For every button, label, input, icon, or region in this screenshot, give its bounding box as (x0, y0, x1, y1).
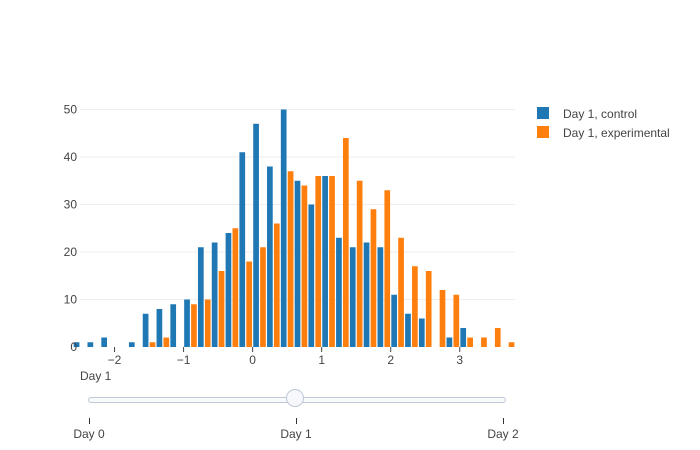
y-tick-label: 30 (64, 198, 78, 212)
legend-swatch[interactable] (537, 126, 549, 138)
x-tick-label: −1 (177, 353, 191, 367)
slider-step-day-2[interactable]: Day 2 (487, 427, 519, 441)
bar-experimental[interactable] (149, 342, 156, 347)
x-tick-label: −2 (108, 353, 122, 367)
bar-experimental[interactable] (232, 228, 239, 347)
bar-experimental[interactable] (315, 176, 322, 347)
bar-control[interactable] (101, 337, 108, 348)
slider-step-day-0[interactable]: Day 0 (73, 427, 105, 441)
bar-control[interactable] (308, 204, 315, 348)
bar-experimental[interactable] (273, 223, 280, 348)
axis-layer: 0 10 20 30 40 50 −2 −1 0 1 2 3 (64, 103, 464, 368)
legend-swatch[interactable] (537, 107, 549, 119)
legend-label[interactable]: Day 1, experimental (563, 126, 670, 140)
bar-control[interactable] (211, 242, 218, 348)
bar-control[interactable] (267, 166, 273, 348)
bars-layer (73, 109, 515, 348)
bar-control[interactable] (239, 152, 246, 347)
bar-experimental[interactable] (260, 247, 266, 347)
bar-experimental[interactable] (439, 290, 446, 347)
bar-control[interactable] (336, 237, 342, 347)
bar-control[interactable] (391, 294, 398, 347)
bar-control[interactable] (197, 247, 204, 347)
bar-experimental[interactable] (453, 294, 460, 347)
slider-tick-2 (503, 418, 504, 424)
bar-experimental[interactable] (329, 176, 335, 347)
slider-step-day-1[interactable]: Day 1 (280, 427, 312, 441)
bar-control[interactable] (128, 342, 135, 347)
y-tick-label: 10 (64, 293, 78, 307)
bar-experimental[interactable] (481, 337, 487, 348)
bar-control[interactable] (170, 304, 177, 347)
bar-control[interactable] (142, 313, 149, 347)
bar-control[interactable] (349, 247, 356, 347)
y-tick-label: 40 (64, 150, 78, 164)
slider-tick-0 (89, 418, 90, 424)
bar-control[interactable] (87, 342, 94, 347)
bar-control[interactable] (280, 109, 287, 348)
bar-experimental[interactable] (494, 328, 501, 347)
x-tick-label: 0 (249, 353, 256, 367)
bar-control[interactable] (377, 247, 384, 347)
x-tick-label: 1 (318, 353, 325, 367)
bar-experimental[interactable] (204, 299, 211, 348)
bar-experimental[interactable] (218, 271, 225, 347)
bar-experimental[interactable] (425, 271, 432, 347)
y-tick-label: 50 (64, 103, 78, 117)
bar-control[interactable] (294, 180, 301, 347)
bar-control[interactable] (156, 309, 163, 347)
x-tick-label: 3 (456, 353, 463, 367)
bar-control[interactable] (322, 176, 328, 347)
bar-experimental[interactable] (356, 180, 363, 347)
slider-tick-1 (296, 418, 297, 424)
bar-control[interactable] (184, 299, 190, 348)
bar-experimental[interactable] (412, 266, 418, 347)
y-tick-label: 20 (64, 245, 78, 259)
bar-experimental[interactable] (287, 171, 294, 347)
bar-experimental[interactable] (508, 342, 515, 347)
bar-experimental[interactable] (163, 337, 170, 348)
bar-control[interactable] (253, 123, 259, 347)
bar-experimental[interactable] (301, 185, 308, 348)
bar-control[interactable] (73, 342, 80, 347)
bar-control[interactable] (446, 337, 453, 348)
bar-experimental[interactable] (191, 304, 197, 347)
bar-control[interactable] (460, 328, 467, 347)
bar-control[interactable] (418, 318, 425, 348)
x-tick-label: 2 (387, 353, 394, 367)
bar-experimental[interactable] (467, 337, 473, 348)
bar-control[interactable] (363, 242, 370, 348)
slider-current-value: Day 1 (80, 369, 112, 383)
bar-experimental[interactable] (246, 261, 253, 348)
bar-experimental[interactable] (342, 138, 349, 347)
legend-label[interactable]: Day 1, control (563, 107, 637, 121)
bar-control[interactable] (405, 313, 411, 347)
bar-experimental[interactable] (398, 237, 404, 347)
y-tick-label: 0 (70, 340, 77, 354)
legend[interactable]: Day 1, control Day 1, experimental (537, 107, 670, 140)
bar-control[interactable] (225, 233, 232, 347)
slider-handle[interactable] (286, 389, 304, 407)
bar-experimental[interactable] (370, 209, 377, 347)
bar-experimental[interactable] (384, 190, 391, 347)
